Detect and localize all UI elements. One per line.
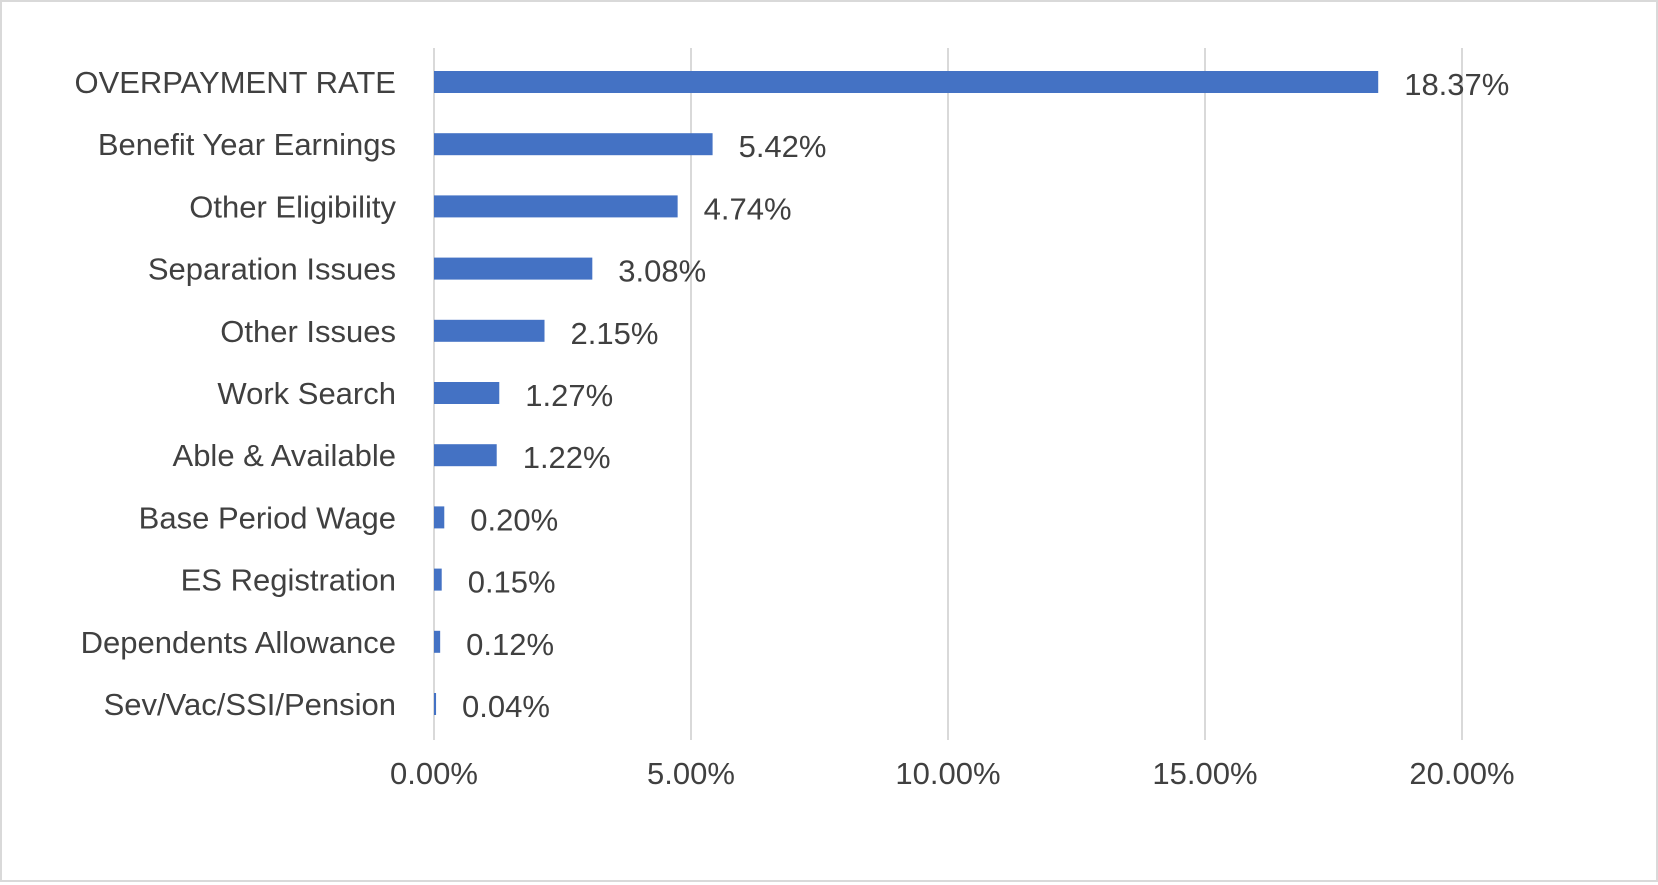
data-label: 1.22% xyxy=(523,440,611,475)
data-labels: 18.37% 5.42% 4.74% 3.08% 2.15% 1.27% 1.22% 0.20… xyxy=(462,67,1509,724)
bar xyxy=(434,257,593,280)
x-tick-label: 20.00% xyxy=(1409,756,1514,791)
bar xyxy=(434,195,678,218)
category-label: Dependents Allowance xyxy=(81,625,396,660)
data-label: 2.15% xyxy=(571,316,659,351)
x-tick-label: 5.00% xyxy=(647,756,735,791)
bar xyxy=(434,506,445,529)
x-tick-label: 0.00% xyxy=(390,756,478,791)
bar xyxy=(434,693,437,715)
data-label: 4.74% xyxy=(704,191,792,226)
category-label: Base Period Wage xyxy=(139,500,396,535)
bar xyxy=(434,71,1379,93)
data-label: 18.37% xyxy=(1404,67,1509,102)
bar xyxy=(434,133,713,156)
data-label: 0.20% xyxy=(470,502,558,537)
data-label: 1.27% xyxy=(525,378,613,413)
category-label: Other Issues xyxy=(220,314,396,349)
bar xyxy=(434,382,500,404)
category-label: Sev/Vac/SSI/Pension xyxy=(104,687,396,722)
category-label: ES Registration xyxy=(181,563,396,598)
data-label: 0.04% xyxy=(462,689,550,724)
gridlines xyxy=(433,48,1463,740)
category-label: OVERPAYMENT RATE xyxy=(74,65,396,100)
data-label: 0.12% xyxy=(466,627,554,662)
bar xyxy=(434,568,442,591)
category-label: Other Eligibility xyxy=(189,189,396,224)
category-label: Work Search xyxy=(217,376,396,411)
x-tick-label: 15.00% xyxy=(1152,756,1257,791)
category-labels: OVERPAYMENT RATE Benefit Year Earnings Oth… xyxy=(74,65,396,722)
bar xyxy=(434,444,497,467)
bar xyxy=(434,630,441,653)
data-label: 3.08% xyxy=(618,254,706,289)
data-label: 5.42% xyxy=(739,129,827,164)
x-axis-tick-labels: 0.00% 5.00% 10.00% 15.00% 20.00% xyxy=(390,756,1515,791)
x-tick-label: 10.00% xyxy=(895,756,1000,791)
category-label: Able & Available xyxy=(173,438,396,473)
bar xyxy=(434,319,545,342)
bars xyxy=(434,71,1379,715)
category-label: Separation Issues xyxy=(148,252,396,287)
category-label: Benefit Year Earnings xyxy=(98,127,396,162)
data-label: 0.15% xyxy=(468,565,556,600)
